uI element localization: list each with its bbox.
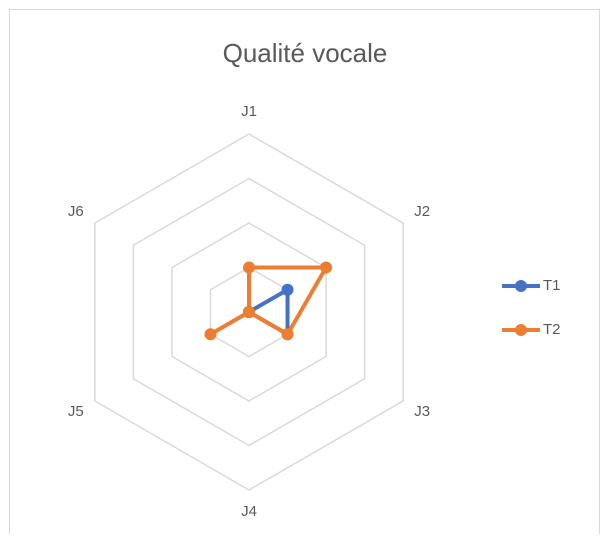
chart-border bbox=[9, 9, 600, 539]
category-label: J2 bbox=[414, 203, 430, 220]
legend-label: T2 bbox=[543, 321, 561, 338]
chart-title: Qualité vocale bbox=[223, 38, 388, 68]
series-marker bbox=[243, 306, 255, 318]
grid-ring bbox=[94, 133, 404, 491]
series-marker bbox=[281, 283, 294, 296]
category-label: J4 bbox=[241, 503, 257, 520]
legend-marker bbox=[515, 324, 527, 336]
legend-label: T1 bbox=[543, 277, 561, 294]
grid-ring bbox=[132, 177, 366, 447]
category-label: J3 bbox=[414, 403, 430, 420]
category-label: J6 bbox=[68, 203, 84, 220]
category-label: J1 bbox=[241, 103, 257, 120]
series-marker bbox=[281, 328, 294, 341]
series-marker bbox=[320, 261, 333, 274]
series-marker bbox=[204, 328, 217, 341]
legend-marker bbox=[515, 280, 527, 292]
series-marker bbox=[243, 261, 255, 274]
category-label: J5 bbox=[68, 403, 84, 420]
